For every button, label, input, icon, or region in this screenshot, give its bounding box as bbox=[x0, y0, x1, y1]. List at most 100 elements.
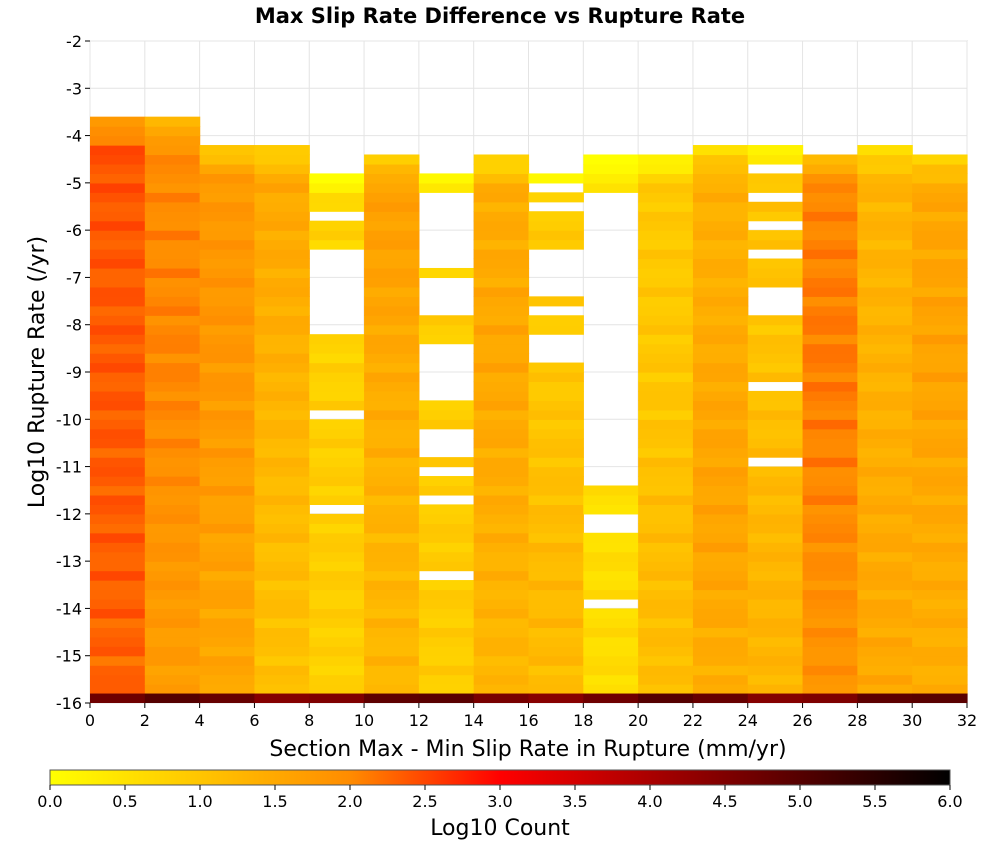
heatmap-cell bbox=[90, 324, 146, 335]
heatmap-cell bbox=[692, 598, 749, 610]
heatmap-cell bbox=[747, 258, 804, 269]
heatmap-cell bbox=[199, 589, 256, 600]
heatmap-cell bbox=[144, 315, 201, 326]
heatmap-cell bbox=[747, 390, 804, 401]
heatmap-cell bbox=[802, 542, 858, 553]
heatmap-cell bbox=[638, 154, 694, 165]
y-axis-ticks: -2 -3 -4 -5 -6 -7 -8 -9 -10 -11 -12 -13 -14 -15 -16 bbox=[56, 32, 90, 713]
heatmap-cell bbox=[254, 438, 310, 449]
heatmap-cell bbox=[309, 419, 365, 430]
heatmap-cell bbox=[473, 154, 530, 165]
heatmap-cell bbox=[692, 627, 749, 638]
heatmap-cell-bottom bbox=[802, 693, 858, 703]
heatmap-cell bbox=[90, 372, 146, 383]
heatmap-cell bbox=[309, 542, 365, 553]
heatmap-cell bbox=[802, 419, 858, 430]
heatmap-cell bbox=[912, 542, 968, 553]
heatmap-cell bbox=[857, 267, 913, 279]
heatmap-cell bbox=[144, 466, 201, 477]
heatmap-cell bbox=[857, 532, 913, 543]
heatmap-cell bbox=[802, 523, 858, 534]
heatmap-cell bbox=[638, 447, 694, 458]
heatmap-cell bbox=[90, 116, 146, 127]
heatmap-cell bbox=[254, 343, 310, 354]
heatmap-cell bbox=[857, 542, 913, 553]
heatmap-cell bbox=[857, 447, 913, 458]
heatmap-cell bbox=[418, 400, 475, 411]
heatmap-cell bbox=[857, 381, 913, 392]
heatmap-cell bbox=[90, 513, 146, 524]
heatmap-cell bbox=[528, 598, 584, 610]
heatmap-cell bbox=[747, 570, 804, 581]
heatmap-cell bbox=[144, 646, 201, 657]
heatmap-cell bbox=[802, 315, 858, 326]
heatmap-cell bbox=[747, 353, 804, 364]
heatmap-cell bbox=[144, 400, 201, 411]
heatmap-cell bbox=[912, 343, 968, 354]
heatmap-cell bbox=[144, 428, 201, 439]
heatmap-cell bbox=[473, 570, 530, 581]
heatmap-cell bbox=[747, 542, 804, 553]
heatmap-cell bbox=[802, 684, 858, 695]
heatmap-cell bbox=[309, 192, 365, 203]
heatmap-cell bbox=[528, 542, 584, 553]
x-axis-label: Section Max - Min Slip Rate in Rupture (… bbox=[269, 737, 786, 762]
heatmap-cell bbox=[144, 381, 201, 392]
heatmap-cell bbox=[857, 334, 913, 345]
heatmap-cell bbox=[802, 305, 858, 316]
heatmap-cell bbox=[199, 182, 256, 193]
heatmap-cell bbox=[90, 182, 146, 193]
heatmap-cell bbox=[802, 570, 858, 581]
heatmap-cell bbox=[747, 513, 804, 524]
heatmap-cell bbox=[857, 400, 913, 411]
heatmap-cell bbox=[747, 636, 804, 647]
heatmap-cell bbox=[583, 173, 639, 184]
heatmap-cell bbox=[199, 438, 256, 449]
heatmap-cell bbox=[802, 608, 858, 619]
heatmap-cell bbox=[638, 277, 694, 288]
heatmap-cell bbox=[473, 608, 530, 619]
heatmap-cell bbox=[802, 163, 858, 174]
heatmap-cell bbox=[747, 504, 804, 515]
heatmap-cell bbox=[309, 343, 365, 354]
heatmap-cell bbox=[254, 428, 310, 439]
x-tick-label: 0 bbox=[85, 711, 95, 730]
heatmap-cell bbox=[90, 211, 146, 222]
heatmap-cell bbox=[528, 400, 584, 411]
heatmap-cell bbox=[747, 230, 804, 241]
heatmap-cell bbox=[254, 665, 310, 676]
heatmap-cell bbox=[309, 684, 365, 695]
heatmap-cell bbox=[144, 362, 201, 373]
heatmap-cell bbox=[199, 485, 256, 496]
heatmap-cell bbox=[912, 239, 968, 250]
heatmap-cell bbox=[692, 173, 749, 184]
heatmap-cell bbox=[692, 267, 749, 279]
heatmap-cell bbox=[692, 343, 749, 354]
heatmap-cell bbox=[144, 570, 201, 581]
heatmap-cell bbox=[747, 334, 804, 345]
heatmap-cell bbox=[912, 617, 968, 628]
heatmap-cell bbox=[199, 466, 256, 477]
heatmap-cell bbox=[309, 428, 365, 439]
heatmap-cell bbox=[90, 542, 146, 553]
heatmap-cell bbox=[692, 580, 749, 591]
heatmap-cell bbox=[638, 230, 694, 241]
heatmap-cell bbox=[912, 608, 968, 619]
heatmap-cell bbox=[364, 665, 420, 676]
heatmap-cell bbox=[912, 646, 968, 657]
heatmap-cell bbox=[912, 551, 968, 562]
heatmap-cell bbox=[254, 277, 310, 288]
heatmap-cell bbox=[857, 513, 913, 524]
heatmap-cell bbox=[364, 362, 420, 373]
heatmap-cell bbox=[254, 513, 310, 524]
heatmap-cell bbox=[692, 163, 749, 174]
heatmap-cell bbox=[802, 646, 858, 657]
heatmap-cell bbox=[254, 504, 310, 515]
heatmap-cell bbox=[857, 523, 913, 534]
heatmap-cell bbox=[90, 570, 146, 581]
heatmap-cell bbox=[254, 192, 310, 203]
heatmap-cell bbox=[747, 324, 804, 335]
heatmap-cell bbox=[528, 466, 584, 477]
heatmap-cell bbox=[857, 390, 913, 401]
heatmap-cell bbox=[857, 655, 913, 666]
